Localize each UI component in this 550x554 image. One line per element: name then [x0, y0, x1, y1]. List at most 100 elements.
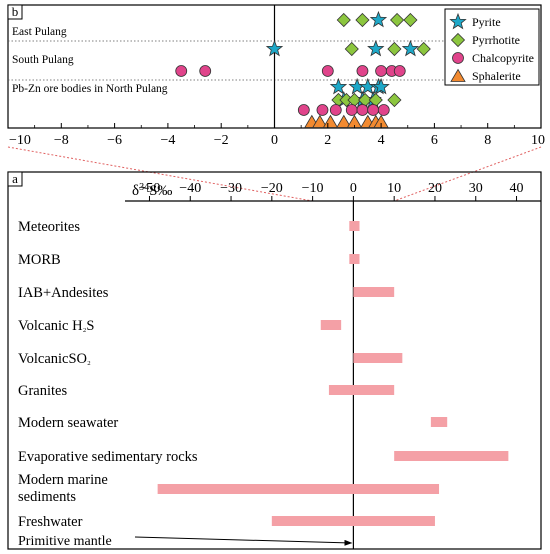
group-label: East Pulang — [12, 26, 67, 38]
pyrite-point — [372, 77, 390, 95]
annotation-arrow — [134, 536, 353, 546]
chalcopyrite-point — [375, 65, 388, 77]
range-bar — [394, 451, 509, 461]
x-tick-label: −40 — [179, 181, 201, 196]
range-bar — [430, 417, 448, 427]
x-tick-label: 10 — [531, 133, 545, 148]
chalcopyrite-point — [175, 65, 188, 77]
legend-chalcopyrite-point — [452, 52, 464, 64]
x-tick-label: 40 — [510, 181, 524, 196]
x-tick-label: −10 — [302, 181, 324, 196]
chalcopyrite-point — [377, 104, 390, 116]
x-tick-label: 4 — [378, 133, 385, 148]
chalcopyrite-point — [356, 104, 369, 116]
pyrrhotite-point — [344, 41, 359, 57]
chalcopyrite-point — [367, 104, 380, 116]
legend-label: Chalcopyrite — [472, 51, 534, 65]
panel-a-frame — [7, 171, 542, 550]
x-tick-label: −10 — [9, 133, 31, 148]
chalcopyrite-point — [329, 104, 342, 116]
category-label: Meteorites — [18, 219, 80, 235]
panel-a-bar-chart: a δ34S‰ −50 −40 −30 −20 −10 0 10 20 30 40 Meteori… — [7, 171, 542, 550]
x-tick-label: 8 — [484, 133, 491, 148]
pyrite-point — [329, 77, 348, 95]
chalcopyrite-point — [199, 65, 212, 77]
range-bar — [353, 287, 395, 297]
range-bar — [320, 320, 342, 330]
pyrrhotite-point — [416, 41, 431, 57]
pyrrhotite-point — [390, 12, 405, 28]
chalcopyrite-point — [321, 65, 334, 77]
panel-a-label-box — [7, 171, 23, 187]
legend-pyrite-point — [449, 12, 467, 30]
range-bar — [271, 516, 435, 526]
legend-label: Pyrrhotite — [472, 33, 520, 47]
x-tick-label: −4 — [160, 133, 175, 148]
x-axis-ticks: −50 −40 −30 −20 −10 0 10 20 30 40 — [139, 181, 524, 201]
x-tick-label: −30 — [220, 181, 242, 196]
chalcopyrite-point — [345, 104, 358, 116]
x-tick-label: −2 — [214, 133, 229, 148]
category-label: MORB — [18, 252, 61, 268]
chalcopyrite-point — [356, 65, 369, 77]
x-axis-label: δ34S‰ — [132, 182, 172, 200]
pyrite-point — [265, 39, 284, 57]
x-tick-label: −6 — [107, 133, 122, 148]
legend-sphalerite-point — [450, 68, 466, 82]
pyrrhotite-point — [387, 41, 402, 57]
range-bar — [353, 353, 403, 363]
sphalerite-point — [322, 114, 339, 128]
x-axis-ticks: −10 −8 −6 −4 −2 0 2 4 6 8 10 — [7, 123, 545, 148]
range-bar — [157, 484, 440, 494]
category-label: Granites — [18, 383, 67, 399]
panel-b-label-box — [7, 4, 23, 20]
group-label: South Pulang — [12, 54, 74, 66]
category-label: VolcanicSO₂ — [18, 351, 91, 367]
x-tick-label: −8 — [54, 133, 69, 148]
legend-pyrrhotite-point — [450, 32, 466, 48]
panel-a-label: a — [12, 171, 18, 186]
sphalerite-point — [312, 114, 328, 128]
chalcopyrite-point — [316, 104, 329, 116]
legend-label: Pyrite — [472, 15, 501, 29]
group-labels: East Pulang South Pulang Pb-Zn ore bodies … — [12, 26, 168, 95]
zoom-connector-left — [7, 146, 313, 202]
category-label: IAB+Andesites — [18, 285, 109, 301]
panel-b-scatter: b East Pulang South Pulang Pb-Zn ore bodie… — [7, 4, 545, 148]
category-label: Modern marine — [18, 472, 108, 488]
range-bar — [328, 385, 395, 395]
category-label: Modern seawater — [18, 415, 118, 431]
pyrite-point — [401, 39, 420, 57]
x-tick-label: 0 — [350, 181, 357, 196]
chalcopyrite-point — [297, 104, 310, 116]
category-label: Evaporative sedimentary rocks — [18, 449, 198, 465]
pyrite-point — [369, 10, 388, 28]
x-tick-label: 20 — [428, 181, 442, 196]
range-bars — [157, 221, 509, 526]
panel-b-label: b — [12, 4, 19, 19]
category-label: Freshwater — [18, 514, 83, 530]
range-bar — [349, 221, 360, 231]
x-tick-label: 10 — [387, 181, 401, 196]
data-points — [175, 10, 431, 128]
category-labels: Meteorites MORB IAB+Andesites Volcanic H₂S V… — [18, 219, 198, 530]
category-label: Volcanic H₂S — [18, 318, 95, 334]
x-tick-label: 6 — [431, 133, 438, 148]
category-label: sediments — [18, 489, 76, 505]
x-tick-label: −20 — [261, 181, 283, 196]
legend: Pyrite Pyrrhotite Chalcopyrite Sphalerite — [444, 8, 540, 86]
range-bar — [349, 254, 360, 264]
x-tick-label: 0 — [271, 133, 278, 148]
pyrite-point — [367, 39, 385, 57]
chalcopyrite-point — [393, 65, 406, 77]
x-tick-label: −50 — [139, 181, 161, 196]
x-tick-label: 30 — [469, 181, 483, 196]
sphalerite-point — [336, 114, 352, 128]
group-label: Pb-Zn ore bodies in North Pulang — [12, 83, 168, 95]
pyrrhotite-point — [403, 12, 418, 28]
legend-label: Sphalerite — [472, 69, 521, 83]
pyrrhotite-point — [355, 12, 370, 28]
x-tick-label: 2 — [324, 133, 331, 148]
pyrrhotite-point — [336, 12, 351, 28]
